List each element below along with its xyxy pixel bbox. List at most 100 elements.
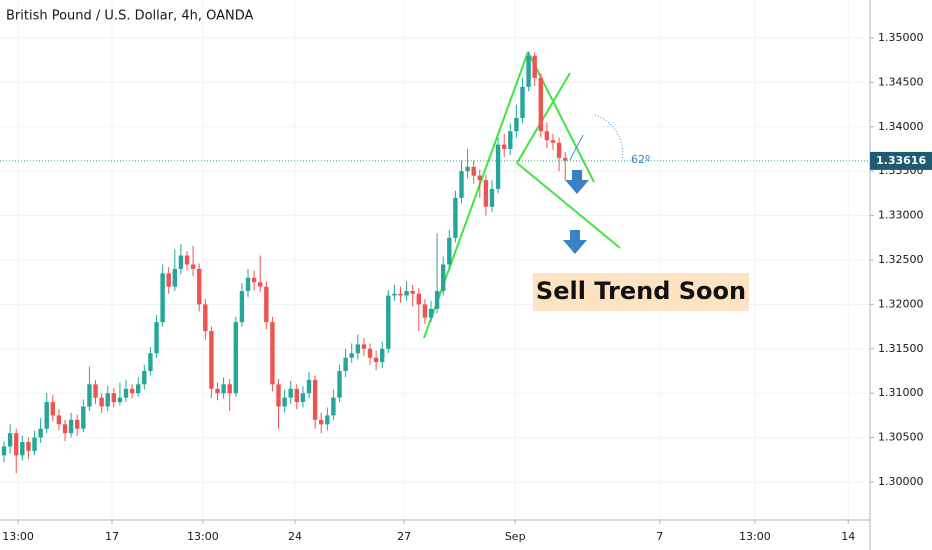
candle-body bbox=[410, 291, 415, 294]
candle-body bbox=[129, 388, 135, 394]
candle-body bbox=[483, 180, 489, 207]
candle-body bbox=[550, 140, 556, 143]
y-tick-label: 1.35000 bbox=[878, 31, 924, 44]
candle-body bbox=[172, 268, 178, 287]
candle-body bbox=[514, 117, 519, 132]
candle-body bbox=[197, 268, 202, 305]
candle-body bbox=[270, 322, 275, 385]
candle-body bbox=[142, 370, 147, 385]
candle-body bbox=[75, 419, 80, 429]
candle-body bbox=[349, 353, 354, 358]
candle-body bbox=[111, 393, 117, 403]
candle-body bbox=[148, 353, 153, 371]
candle-body bbox=[520, 86, 525, 118]
y-tick-label: 1.31500 bbox=[878, 342, 924, 355]
candle-body bbox=[392, 293, 397, 296]
candle-body bbox=[56, 415, 62, 425]
candle-body bbox=[306, 379, 312, 394]
candle-body bbox=[160, 273, 165, 323]
x-tick-label: 13:00 bbox=[187, 530, 219, 543]
trend-line bbox=[516, 72, 571, 164]
candle-body bbox=[32, 437, 37, 451]
trend-line bbox=[516, 162, 621, 249]
trend-line bbox=[527, 51, 595, 183]
candle-body bbox=[489, 188, 495, 207]
candle-body bbox=[154, 322, 159, 354]
y-tick-label: 1.33000 bbox=[878, 209, 924, 222]
y-tick-label: 1.34000 bbox=[878, 120, 924, 133]
candle-body bbox=[337, 370, 342, 398]
candle-body bbox=[355, 344, 361, 354]
candle-body bbox=[404, 291, 409, 296]
x-tick-label: 27 bbox=[397, 530, 411, 543]
candle-body bbox=[312, 379, 318, 420]
candle-body bbox=[81, 406, 86, 429]
y-tick-label: 1.31000 bbox=[878, 386, 924, 399]
candle-body bbox=[526, 55, 531, 87]
x-tick-label: 14 bbox=[841, 530, 855, 543]
candle-body bbox=[251, 277, 257, 283]
candle-body bbox=[459, 171, 464, 198]
y-tick-label: 1.30000 bbox=[878, 475, 924, 488]
candle-body bbox=[422, 304, 428, 318]
candle-body bbox=[239, 291, 245, 323]
candle-body bbox=[178, 255, 184, 269]
annotation: Sell Trend Soon bbox=[536, 277, 746, 305]
candle-body bbox=[477, 175, 483, 181]
candle-body bbox=[117, 397, 123, 403]
x-tick-label: 24 bbox=[288, 530, 302, 543]
candle-body bbox=[68, 419, 74, 434]
candle-body bbox=[215, 388, 220, 394]
candle-body bbox=[441, 264, 446, 292]
candle-body bbox=[258, 282, 263, 287]
candle-body bbox=[465, 166, 470, 172]
candle-body bbox=[166, 273, 171, 287]
angle-arc bbox=[594, 114, 624, 161]
candle-body bbox=[367, 348, 373, 358]
candle-body bbox=[14, 433, 19, 456]
x-tick-label: Sep bbox=[505, 530, 526, 543]
annotation-box bbox=[533, 273, 749, 311]
candle-body bbox=[38, 428, 43, 438]
candle-body bbox=[398, 293, 403, 296]
last-price-box bbox=[870, 151, 932, 170]
candle-body bbox=[556, 142, 562, 158]
candle-body bbox=[227, 384, 232, 394]
candle-body bbox=[203, 304, 208, 332]
candle-body bbox=[361, 344, 367, 349]
candle-body bbox=[184, 255, 190, 265]
candle-body bbox=[325, 415, 330, 425]
candle-body bbox=[105, 393, 110, 407]
candle-body bbox=[373, 357, 379, 363]
candle-body bbox=[428, 308, 434, 318]
candle-body bbox=[50, 402, 56, 416]
candle-body bbox=[331, 397, 336, 416]
candle-body bbox=[532, 55, 537, 78]
candle-body bbox=[416, 293, 422, 305]
candle-body bbox=[7, 433, 13, 447]
last-price-label: 1.33616 bbox=[876, 154, 926, 167]
candle-body bbox=[245, 277, 251, 292]
candle-body bbox=[99, 397, 104, 407]
candle-body bbox=[434, 291, 440, 309]
candle-body bbox=[190, 264, 196, 269]
candle-body bbox=[386, 295, 391, 349]
candle-body bbox=[221, 384, 226, 394]
candle-body bbox=[471, 166, 476, 176]
chart-title: British Pound / U.S. Dollar, 4h, OANDA bbox=[6, 9, 254, 24]
candle-body bbox=[294, 388, 300, 403]
candle-body bbox=[264, 286, 269, 323]
candle-body bbox=[538, 77, 543, 132]
candle-body bbox=[447, 237, 452, 265]
candle-body bbox=[44, 402, 49, 429]
candle-body bbox=[62, 424, 68, 434]
candle-body bbox=[300, 393, 306, 403]
candle-body bbox=[233, 322, 239, 394]
candle-body bbox=[282, 397, 287, 407]
candle-body bbox=[495, 144, 501, 189]
x-tick-label: 13:00 bbox=[2, 530, 34, 543]
candle-body bbox=[562, 157, 568, 161]
candle-body bbox=[544, 131, 550, 141]
